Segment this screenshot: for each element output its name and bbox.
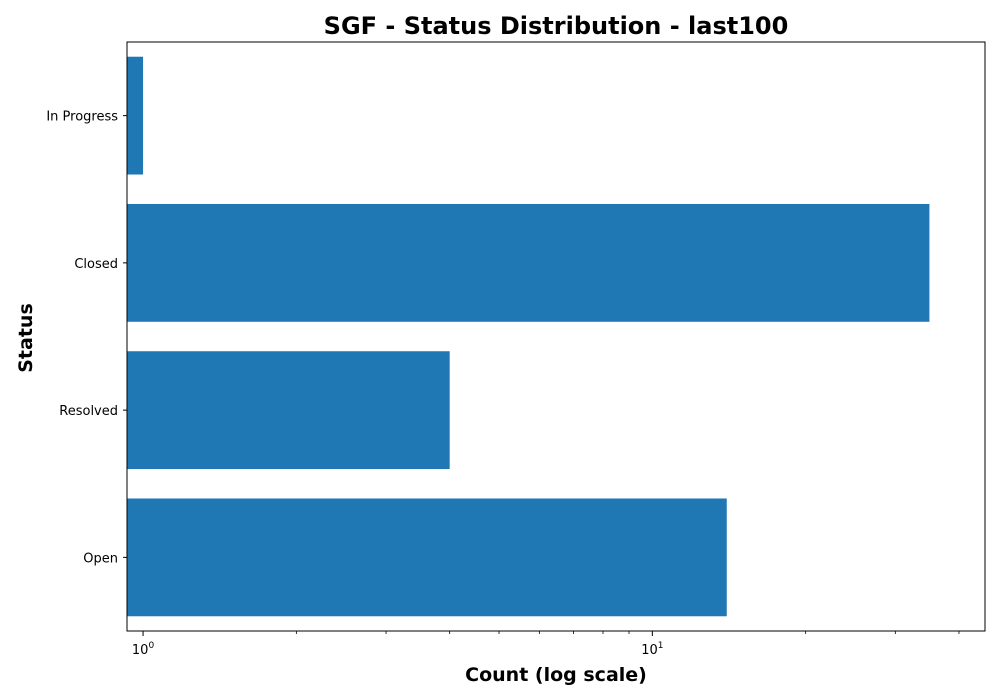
chart-title: SGF - Status Distribution - last100 <box>324 12 789 40</box>
y-tick-label: Open <box>83 551 118 566</box>
y-ticks: Open Resolved Closed In Progress <box>46 110 127 566</box>
y-tick-label: In Progress <box>46 110 118 125</box>
x-tick-label: 100 <box>132 641 155 658</box>
bar-resolved <box>127 351 450 470</box>
y-axis-label: Status <box>15 303 37 373</box>
plot-area-frame <box>126 41 986 632</box>
bar-open <box>127 498 727 617</box>
bar-in-progress <box>127 56 144 175</box>
bar-closed <box>127 203 930 322</box>
y-tick-label: Resolved <box>59 404 118 419</box>
y-tick-label: Closed <box>74 257 118 272</box>
x-axis-label: Count (log scale) <box>465 664 647 686</box>
x-ticks: 100 101 <box>132 631 960 658</box>
bars-layer <box>127 56 930 617</box>
x-tick-label: 101 <box>641 641 663 658</box>
